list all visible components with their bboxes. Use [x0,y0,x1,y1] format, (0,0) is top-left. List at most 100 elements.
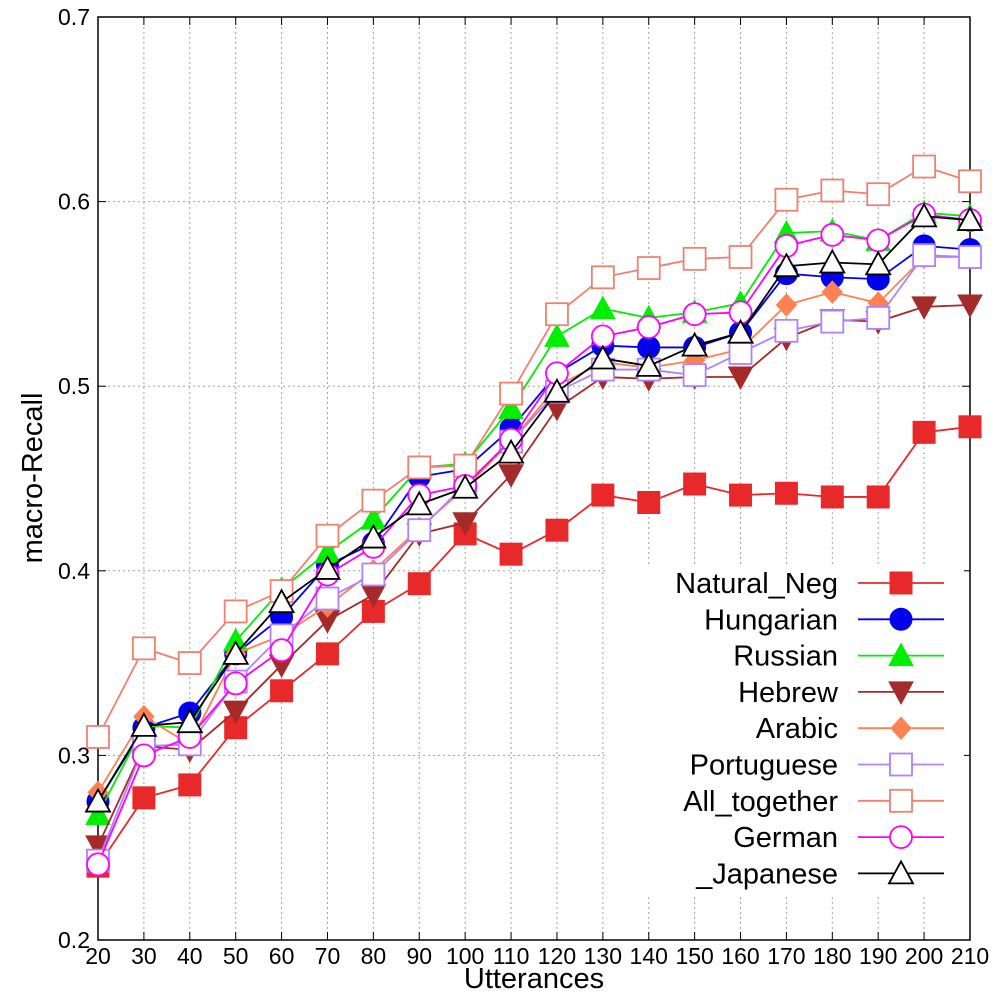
data-point-all-together [407,455,432,480]
data-point-german [269,638,294,663]
data-point-natural-neg [820,485,844,509]
legend-label: German [733,822,838,854]
legend-swatch-marker [889,752,913,777]
legend-swatch-marker [889,571,913,595]
data-point-natural-neg [958,415,982,439]
data-point-natural-neg [499,542,523,566]
legend-item-all-together: All_together [683,786,944,818]
data-point-german [590,324,615,349]
data-point-russian [544,323,570,347]
legend-swatch-marker [889,825,913,849]
data-point-portuguese [820,309,845,334]
data-point-natural-neg [683,472,707,496]
data-point-japanese [451,473,479,499]
series-group [84,154,984,878]
data-point-natural-neg [637,490,661,514]
x-tick-label: 140 [630,943,668,969]
y-tick-label: 0.2 [58,927,90,953]
legend-swatch-marker [889,607,913,631]
legend-label: Natural_Neg [675,568,838,600]
data-point-japanese [359,523,387,549]
data-point-natural-neg [545,518,569,542]
data-point-german [820,222,845,247]
data-point-all-together [636,256,661,280]
legend-item-hebrew: Hebrew [738,677,944,709]
data-point-all-together [912,154,937,179]
y-tick-label: 0.7 [58,4,90,30]
x-tick-label: 170 [767,943,805,969]
data-point-all-together [223,599,248,624]
y-tick-label: 0.4 [58,558,90,584]
legend-label: All_together [683,786,838,818]
data-point-portuguese [407,518,432,543]
data-point-japanese [268,588,296,614]
data-point-natural-neg [591,483,615,507]
legend-swatch-marker [887,859,915,885]
data-point-natural-neg [729,483,753,507]
data-point-all-together [682,246,707,271]
data-point-german [86,852,110,877]
data-point-japanese [543,377,571,403]
series-japanese [84,202,984,813]
data-point-arabic [821,280,843,304]
data-point-all-together [315,523,340,548]
legend-swatch-marker [889,788,913,813]
data-point-all-together [866,182,891,207]
data-point-portuguese [682,363,707,388]
data-point-german [636,315,661,340]
legend-item-portuguese: Portuguese [690,750,944,782]
data-point-japanese [910,202,938,228]
data-point-japanese [405,490,433,516]
data-point-natural-neg [132,786,156,810]
data-point-portuguese [866,305,891,330]
data-point-russian [85,801,111,825]
data-point-japanese [818,248,846,274]
data-point-hebrew [452,512,479,536]
legend-label: Portuguese [690,750,838,782]
data-point-hebrew [957,294,983,319]
x-tick-label: 60 [269,943,295,969]
data-point-japanese [681,331,709,357]
x-tick-label: 80 [361,943,387,969]
x-tick-label: 40 [177,943,203,969]
data-point-natural-neg [774,481,798,505]
data-point-portuguese [315,586,340,611]
plot-frame [97,16,971,941]
data-point-portuguese [912,243,937,268]
data-point-german [682,302,707,327]
x-tick-label: 160 [721,943,759,969]
data-point-hebrew [498,464,524,488]
legend-label: Arabic [756,713,838,745]
legend-item-russian: Russian [733,641,944,673]
data-point-japanese [727,318,755,344]
data-point-hebrew [727,366,754,391]
x-tick-label: 110 [493,943,530,969]
data-point-japanese [864,250,892,276]
data-point-natural-neg [270,679,294,703]
data-point-all-together [177,651,202,675]
x-tick-label: 30 [131,943,157,969]
data-point-all-together [590,265,615,290]
data-point-natural-neg [912,420,936,444]
x-tick-label: 50 [223,943,249,969]
legend-swatch-marker [888,681,914,705]
x-tick-label: 210 [951,943,989,969]
x-tick-label: 180 [813,943,851,969]
x-tick-label: 120 [538,943,576,969]
x-tick-label: 100 [446,943,484,969]
data-point-portuguese [728,341,753,365]
legend-item-japanese: _Japanese [695,858,944,890]
y-axis-title: macro-Recall [17,393,49,564]
legend-swatch-marker [888,642,914,667]
data-point-japanese [956,206,984,231]
data-point-all-together [131,636,156,661]
data-point-natural-neg [407,572,431,596]
data-point-russian [589,295,616,320]
data-point-german [131,743,156,768]
data-point-all-together [545,302,569,327]
x-tick-label: 70 [315,943,341,969]
data-point-japanese [222,639,250,665]
data-point-portuguese [774,318,799,343]
axis-ticks: 20 30 40 50 60 70 80 90 100 110 120 130 140 150 160 170… [58,4,989,969]
data-point-japanese [130,711,158,737]
